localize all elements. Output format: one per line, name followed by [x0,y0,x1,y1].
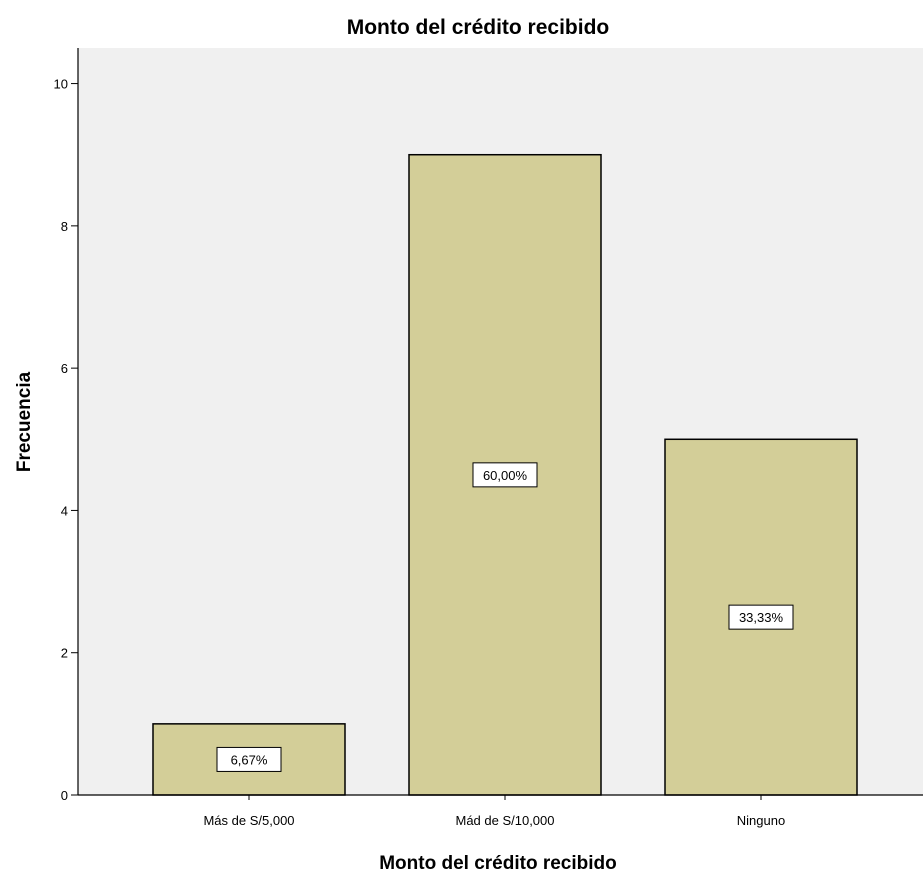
y-tick-label: 0 [61,788,68,803]
y-tick-label: 10 [54,77,68,92]
y-tick-label: 2 [61,646,68,661]
data-label-3: 33,33% [728,604,794,630]
y-axis-title: Frecuencia [14,371,35,472]
axes-layer: Más de S/5,000 Mád de S/10,000 Ninguno 0 2 4 6… [54,48,923,828]
y-tick-label: 8 [61,219,68,234]
chart-title: Monto del crédito recibido [347,16,610,39]
x-tick-label: Mád de S/10,000 [455,813,554,828]
x-tick-label: Más de S/5,000 [203,813,294,828]
data-label-text: 6,67% [231,752,268,767]
y-tick-label: 4 [61,503,68,518]
data-label-box [472,462,538,488]
data-label-text: 60,00% [483,468,528,483]
x-axis-title: Monto del crédito recibido [379,853,617,874]
data-label-1: 6,67% [216,746,282,772]
y-tick-label: 6 [61,361,68,376]
bars-layer: 6,67% 60,00% 33,33% [152,153,858,796]
data-label-2: 60,00% [472,462,538,488]
data-label-box [728,604,794,630]
data-label-box [216,746,282,772]
data-label-text: 33,33% [739,610,784,625]
x-tick-label: Ninguno [737,813,785,828]
